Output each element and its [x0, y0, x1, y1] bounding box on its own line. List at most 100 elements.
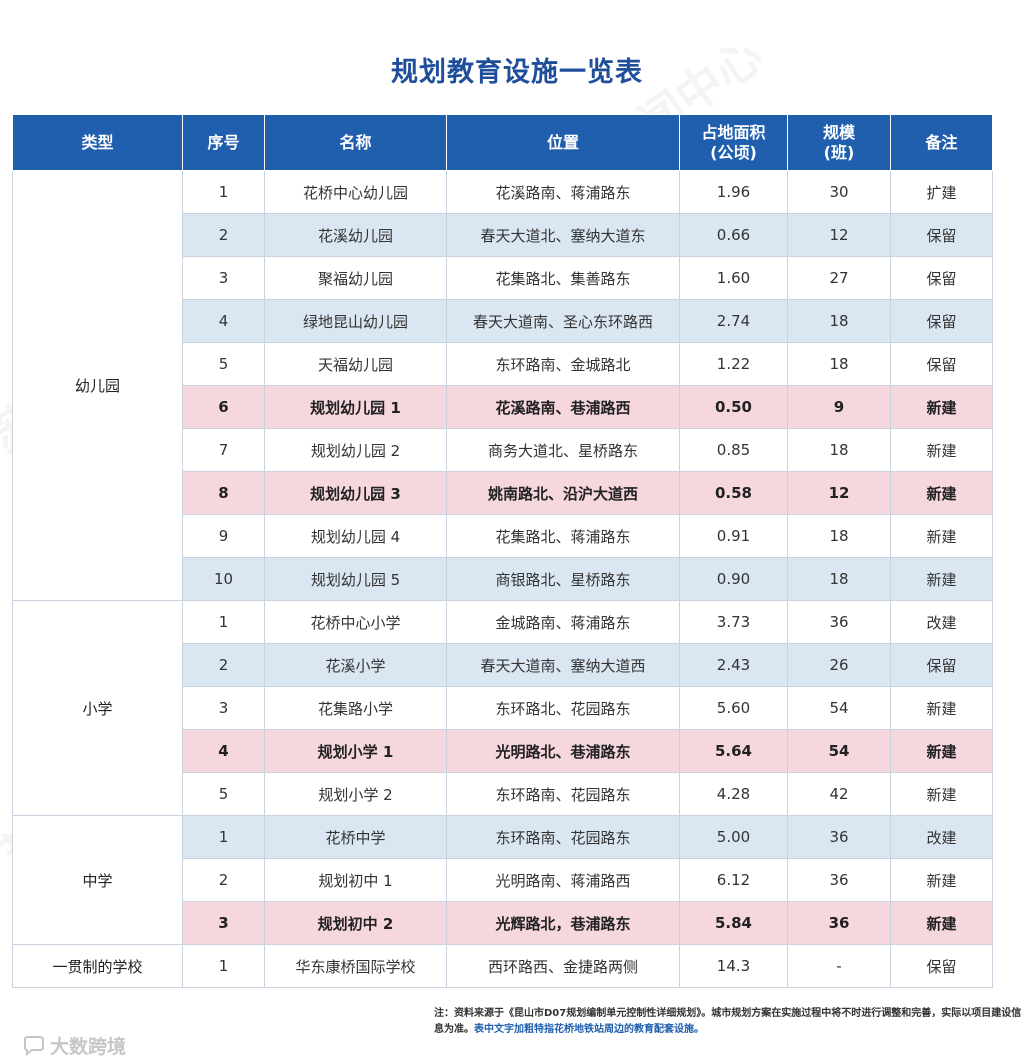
- scale-cell: 12: [787, 471, 891, 515]
- footnote-text: 注：资料来源于《昆山市D07规划编制单元控制性详细规划》。城市规划方案在实施过程…: [434, 1008, 1022, 1035]
- note-cell: 新建: [890, 729, 993, 773]
- name-cell: 花溪小学: [264, 643, 447, 687]
- seq-cell: 2: [182, 213, 265, 257]
- area-cell: 1.96: [679, 170, 788, 214]
- note-cell: 保留: [890, 299, 993, 343]
- table-row: 2 花溪小学 春天大道南、塞纳大道西 2.43 26 保留: [13, 643, 993, 687]
- note-cell: 新建: [890, 471, 993, 515]
- footnote: 注：资料来源于《昆山市D07规划编制单元控制性详细规划》。城市规划方案在实施过程…: [434, 1006, 1024, 1038]
- note-cell: 新建: [890, 385, 993, 429]
- note-cell: 保留: [890, 944, 993, 988]
- note-cell: 新建: [890, 428, 993, 472]
- scale-cell: 12: [787, 213, 891, 257]
- seq-cell: 1: [182, 600, 265, 644]
- area-cell: 14.3: [679, 944, 788, 988]
- name-cell: 绿地昆山幼儿园: [264, 299, 447, 343]
- location-cell: 商务大道北、星桥路东: [446, 428, 680, 472]
- seq-cell: 8: [182, 471, 265, 515]
- name-cell: 花溪幼儿园: [264, 213, 447, 257]
- seq-cell: 7: [182, 428, 265, 472]
- area-cell: 6.12: [679, 858, 788, 902]
- scale-cell: 54: [787, 729, 891, 773]
- footnote-highlight: 表中文字加粗特指花桥地铁站周边的教育配套设施。: [474, 1024, 704, 1035]
- header-scale: 规模 (班): [787, 114, 891, 171]
- name-cell: 规划幼儿园 5: [264, 557, 447, 601]
- note-cell: 新建: [890, 772, 993, 816]
- table-row: 中学 1 花桥中学 东环路南、花园路东 5.00 36 改建: [12, 815, 993, 945]
- table-row: 10 规划幼儿园 5 商银路北、星桥路东 0.90 18 新建: [13, 557, 993, 601]
- scale-cell: 9: [787, 385, 891, 429]
- seq-cell: 4: [182, 299, 265, 343]
- area-cell: 5.00: [679, 815, 788, 859]
- seq-cell: 4: [182, 729, 265, 773]
- header-location: 位置: [446, 114, 680, 171]
- seq-cell: 3: [182, 686, 265, 730]
- name-cell: 花桥中心幼儿园: [264, 170, 447, 214]
- header-note: 备注: [890, 114, 993, 171]
- header-seq: 序号: [182, 114, 265, 171]
- category-cell: 幼儿园: [12, 170, 183, 601]
- name-cell: 聚福幼儿园: [264, 256, 447, 300]
- scale-cell: 30: [787, 170, 891, 214]
- area-cell: 1.60: [679, 256, 788, 300]
- seq-cell: 9: [182, 514, 265, 558]
- location-cell: 西环路西、金捷路两侧: [446, 944, 680, 988]
- note-cell: 保留: [890, 643, 993, 687]
- scale-cell: 18: [787, 514, 891, 558]
- name-cell: 花桥中学: [264, 815, 447, 859]
- seq-cell: 2: [182, 858, 265, 902]
- location-cell: 东环路南、花园路东: [446, 815, 680, 859]
- scale-cell: -: [787, 944, 891, 988]
- location-cell: 光明路北、巷浦路东: [446, 729, 680, 773]
- location-cell: 春天大道南、圣心东环路西: [446, 299, 680, 343]
- header-area: 占地面积 (公顷): [679, 114, 788, 171]
- location-cell: 东环路北、花园路东: [446, 686, 680, 730]
- area-cell: 2.74: [679, 299, 788, 343]
- name-cell: 规划小学 1: [264, 729, 447, 773]
- scale-cell: 42: [787, 772, 891, 816]
- seq-cell: 1: [182, 815, 265, 859]
- scale-cell: 18: [787, 557, 891, 601]
- note-cell: 新建: [890, 858, 993, 902]
- location-cell: 东环路南、花园路东: [446, 772, 680, 816]
- category-cell: 一贯制的学校: [12, 944, 183, 988]
- seq-cell: 1: [182, 170, 265, 214]
- table-row: 一贯制的学校 1 华东康桥国际学校 西环路西、金捷路两侧 14.3- 保留: [12, 944, 993, 988]
- scale-cell: 18: [787, 299, 891, 343]
- area-cell: 0.58: [679, 471, 788, 515]
- seq-cell: 6: [182, 385, 265, 429]
- name-cell: 花桥中心小学: [264, 600, 447, 644]
- table-header-row: 类型 序号 名称 位置 占地面积 (公顷) 规模 (班) 备注: [12, 114, 993, 171]
- table-row: 8 规划幼儿园 3 姚南路北、沿沪大道西 0.58 12 新建: [13, 471, 993, 515]
- scale-cell: 18: [787, 428, 891, 472]
- location-cell: 姚南路北、沿沪大道西: [446, 471, 680, 515]
- scale-cell: 36: [787, 600, 891, 644]
- table-row: 9 规划幼儿园 4 花集路北、蒋浦路东 0.91 18 新建: [13, 514, 993, 558]
- seq-cell: 1: [182, 944, 265, 988]
- brand-name: 大数跨境: [50, 1036, 127, 1058]
- name-cell: 规划幼儿园 2: [264, 428, 447, 472]
- table-row: 3 规划初中 2 光辉路北，巷浦路东 5.84 36 新建: [13, 901, 993, 945]
- note-cell: 保留: [890, 256, 993, 300]
- location-cell: 春天大道南、塞纳大道西: [446, 643, 680, 687]
- scale-cell: 36: [787, 901, 891, 945]
- category-cell: 中学: [12, 815, 183, 945]
- facilities-table: 类型 序号 名称 位置 占地面积 (公顷) 规模 (班) 备注 幼儿园 1 花桥中心幼儿…: [12, 114, 993, 988]
- name-cell: 规划初中 2: [264, 901, 447, 945]
- seq-cell: 3: [182, 256, 265, 300]
- table-row: 6 规划幼儿园 1 花溪路南、巷浦路西 0.50 9 新建: [13, 385, 993, 429]
- seq-cell: 10: [182, 557, 265, 601]
- location-cell: 花集路北、集善路东: [446, 256, 680, 300]
- name-cell: 花集路小学: [264, 686, 447, 730]
- location-cell: 光明路南、蒋浦路西: [446, 858, 680, 902]
- table-body: 幼儿园 1 花桥中心幼儿园 花溪路南、蒋浦路东 1.96 30 扩建 2 花溪幼儿园 春天大道北、…: [12, 170, 993, 988]
- location-cell: 东环路南、金城路北: [446, 342, 680, 386]
- chat-bubble-icon: [24, 1035, 44, 1056]
- table-row: 7 规划幼儿园 2 商务大道北、星桥路东 0.85 18 新建: [13, 428, 993, 472]
- table-row: 4 规划小学 1 光明路北、巷浦路东 5.64 54 新建: [13, 729, 993, 773]
- area-cell: 5.64: [679, 729, 788, 773]
- scale-cell: 27: [787, 256, 891, 300]
- header-type: 类型: [12, 114, 183, 171]
- scale-cell: 36: [787, 858, 891, 902]
- note-cell: 保留: [890, 213, 993, 257]
